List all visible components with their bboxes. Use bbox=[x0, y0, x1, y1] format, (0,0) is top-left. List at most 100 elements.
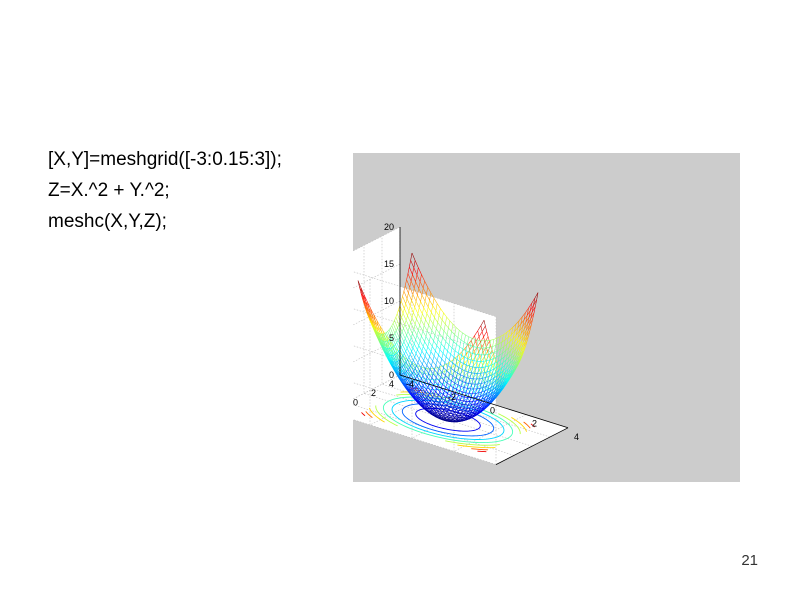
mesh-edge bbox=[535, 299, 537, 307]
mesh-edge bbox=[495, 382, 498, 388]
mesh-edge bbox=[429, 369, 434, 375]
mesh-edge bbox=[512, 347, 514, 354]
mesh-edge bbox=[413, 357, 415, 361]
mesh-edge bbox=[404, 335, 407, 339]
mesh-edge bbox=[425, 401, 429, 404]
mesh-edge bbox=[457, 384, 462, 387]
mesh-edge bbox=[483, 393, 487, 396]
mesh-edge bbox=[466, 358, 469, 366]
mesh-edge bbox=[475, 399, 480, 402]
mesh-edge bbox=[439, 414, 444, 417]
contour-line bbox=[361, 412, 366, 417]
mesh-edge bbox=[494, 345, 496, 353]
mesh-edge bbox=[414, 393, 419, 399]
mesh-edge bbox=[470, 359, 475, 362]
mesh-edge bbox=[392, 320, 395, 324]
mesh-edge bbox=[489, 346, 493, 348]
mesh-edge bbox=[475, 336, 480, 342]
mesh-edge bbox=[471, 373, 474, 379]
mesh-edge bbox=[419, 385, 422, 391]
mesh-edge bbox=[445, 316, 447, 325]
mesh-edge bbox=[413, 397, 415, 400]
mesh-edge bbox=[414, 324, 419, 331]
mesh-edge bbox=[441, 411, 443, 414]
mesh-edge bbox=[419, 403, 421, 406]
mesh-edge bbox=[520, 346, 523, 352]
mesh-edge bbox=[462, 332, 466, 336]
mesh-edge bbox=[445, 413, 450, 416]
mesh-edge bbox=[510, 344, 513, 351]
mesh-edge bbox=[406, 279, 411, 288]
mesh-edge bbox=[510, 353, 513, 359]
mesh-edge bbox=[447, 359, 450, 366]
mesh-edge bbox=[452, 400, 456, 403]
mesh-edge bbox=[498, 365, 501, 371]
mesh-edge bbox=[453, 416, 456, 419]
mesh-edge bbox=[393, 366, 398, 373]
mesh-edge bbox=[465, 343, 468, 351]
mesh-edge bbox=[431, 414, 434, 416]
mesh-edge bbox=[468, 378, 471, 384]
mesh-edge bbox=[492, 398, 495, 402]
mesh-edge bbox=[428, 373, 433, 378]
mesh-edge bbox=[439, 376, 442, 382]
mesh-edge bbox=[456, 344, 460, 348]
mesh-edge bbox=[440, 400, 444, 404]
mesh-edge bbox=[474, 335, 477, 342]
mesh-edge bbox=[427, 373, 429, 378]
mesh-edge bbox=[435, 412, 439, 416]
mesh-edge bbox=[426, 346, 429, 352]
mesh-edge bbox=[409, 300, 412, 306]
mesh-edge bbox=[402, 313, 407, 321]
mesh-edge bbox=[445, 334, 448, 342]
mesh-edge bbox=[441, 319, 446, 325]
mesh-edge bbox=[465, 377, 468, 383]
mesh-edge bbox=[439, 388, 442, 392]
mesh-edge bbox=[437, 381, 440, 386]
mesh-edge bbox=[420, 313, 423, 320]
mesh-edge bbox=[475, 410, 478, 414]
mesh-edge bbox=[455, 395, 459, 399]
mesh-edge bbox=[391, 365, 394, 369]
contour-line bbox=[415, 407, 481, 432]
mesh-edge bbox=[420, 301, 424, 308]
mesh-edge bbox=[437, 315, 440, 323]
mesh-edge bbox=[427, 306, 432, 313]
mesh-edge bbox=[493, 394, 496, 398]
mesh-edge bbox=[432, 373, 437, 378]
mesh-edge bbox=[447, 419, 452, 421]
mesh-edge bbox=[448, 409, 452, 412]
mesh-edge bbox=[480, 402, 483, 405]
mesh-edge bbox=[495, 360, 498, 364]
mesh-edge bbox=[472, 411, 474, 415]
mesh-edge bbox=[428, 400, 431, 403]
mesh-edge bbox=[519, 326, 523, 331]
mesh-edge bbox=[513, 350, 518, 356]
mesh-edge bbox=[519, 323, 522, 331]
mesh-edge bbox=[421, 336, 425, 342]
mesh-edge bbox=[498, 390, 501, 394]
mesh-edge bbox=[434, 400, 437, 403]
mesh-edge bbox=[522, 341, 526, 347]
mesh-edge bbox=[441, 413, 445, 416]
mesh-edge bbox=[382, 346, 387, 354]
mesh-edge bbox=[443, 330, 448, 336]
mesh-edge bbox=[454, 412, 457, 415]
mesh-edge bbox=[460, 387, 464, 391]
mesh-edge bbox=[455, 393, 459, 396]
mesh-edge bbox=[488, 359, 491, 367]
mesh-edge bbox=[482, 366, 486, 368]
mesh-edge bbox=[451, 324, 454, 332]
mesh-edge bbox=[410, 260, 415, 268]
mesh-edge bbox=[490, 399, 493, 403]
mesh-edge bbox=[467, 393, 470, 398]
mesh-edge bbox=[401, 317, 406, 325]
mesh-edge bbox=[387, 329, 390, 332]
mesh-edge bbox=[511, 360, 514, 366]
mesh-edge bbox=[467, 412, 471, 414]
mesh-edge bbox=[430, 377, 433, 382]
mesh-edge bbox=[408, 391, 410, 393]
mesh-edge bbox=[502, 381, 505, 385]
mesh-edge bbox=[419, 319, 422, 326]
mesh-edge bbox=[471, 378, 474, 385]
